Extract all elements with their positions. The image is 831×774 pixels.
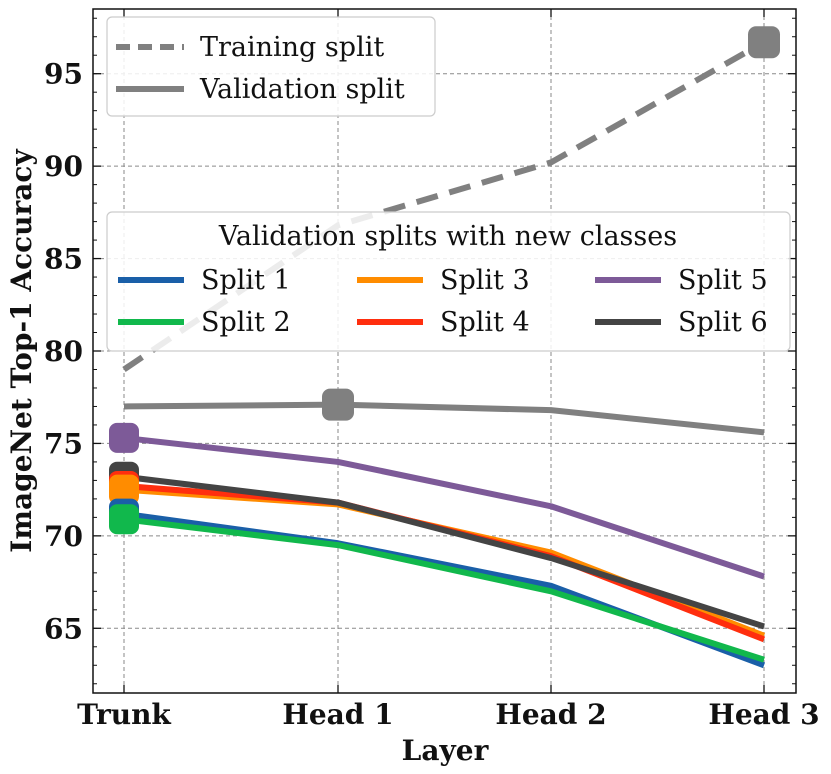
y-tick-label: 80 xyxy=(44,335,83,368)
x-tick-label: Trunk xyxy=(77,698,171,731)
legend-label-split-6: Split 6 xyxy=(678,307,768,338)
x-tick-label: Head 3 xyxy=(708,698,819,731)
legend-split-entries: Split 1 Split 2 Split 3 Split 4 Split 5 Split… xyxy=(118,265,768,338)
legend-label-split-3: Split 3 xyxy=(440,265,530,296)
y-tick-label: 65 xyxy=(44,612,83,645)
plot-lines xyxy=(122,39,766,669)
y-tick-label: 70 xyxy=(44,520,83,553)
legend-label-training: Training split xyxy=(200,32,384,63)
legend-reference-box xyxy=(106,16,436,117)
legend-label-split-1: Split 1 xyxy=(201,265,291,296)
x-tick-label: Head 1 xyxy=(282,698,393,731)
line-split-2 xyxy=(123,516,765,663)
y-tick-label: 85 xyxy=(44,243,83,276)
line-split-1 xyxy=(123,510,766,669)
legend-label-split-5: Split 5 xyxy=(678,265,768,296)
marker-validation-split xyxy=(322,388,354,421)
y-tick-label: 90 xyxy=(44,150,83,183)
marker-split-2 xyxy=(109,504,139,535)
y-tick-label: 95 xyxy=(44,58,83,91)
x-axis-title: Layer xyxy=(402,734,490,767)
y-tick-label: 75 xyxy=(44,427,83,460)
marker-training-split xyxy=(748,26,780,59)
marker-split-3 xyxy=(109,474,139,505)
line-split-5 xyxy=(123,434,765,580)
line-validation-split xyxy=(123,401,765,436)
y-axis-title: ImageNet Top-1 Accuracy xyxy=(5,149,38,553)
legend-splits-box xyxy=(106,211,791,352)
legend-label-split-4: Split 4 xyxy=(440,307,530,338)
legend-reference: Training split Validation split xyxy=(106,16,436,117)
legend-label-split-2: Split 2 xyxy=(201,307,291,338)
legend-splits: Validation splits with new classes Split… xyxy=(106,211,791,352)
legend-label-validation: Validation split xyxy=(199,74,405,105)
tick-labels: 65 70 75 80 85 90 95 Trunk Head 1 Head 2 Head 3 xyxy=(44,58,820,731)
x-tick-label: Head 2 xyxy=(495,698,606,731)
marker-split-5 xyxy=(109,422,139,453)
legend-splits-title: Validation splits with new classes xyxy=(218,221,677,252)
plot-markers xyxy=(109,26,780,535)
line-split-6 xyxy=(123,473,765,630)
axis-ticks xyxy=(93,9,796,693)
